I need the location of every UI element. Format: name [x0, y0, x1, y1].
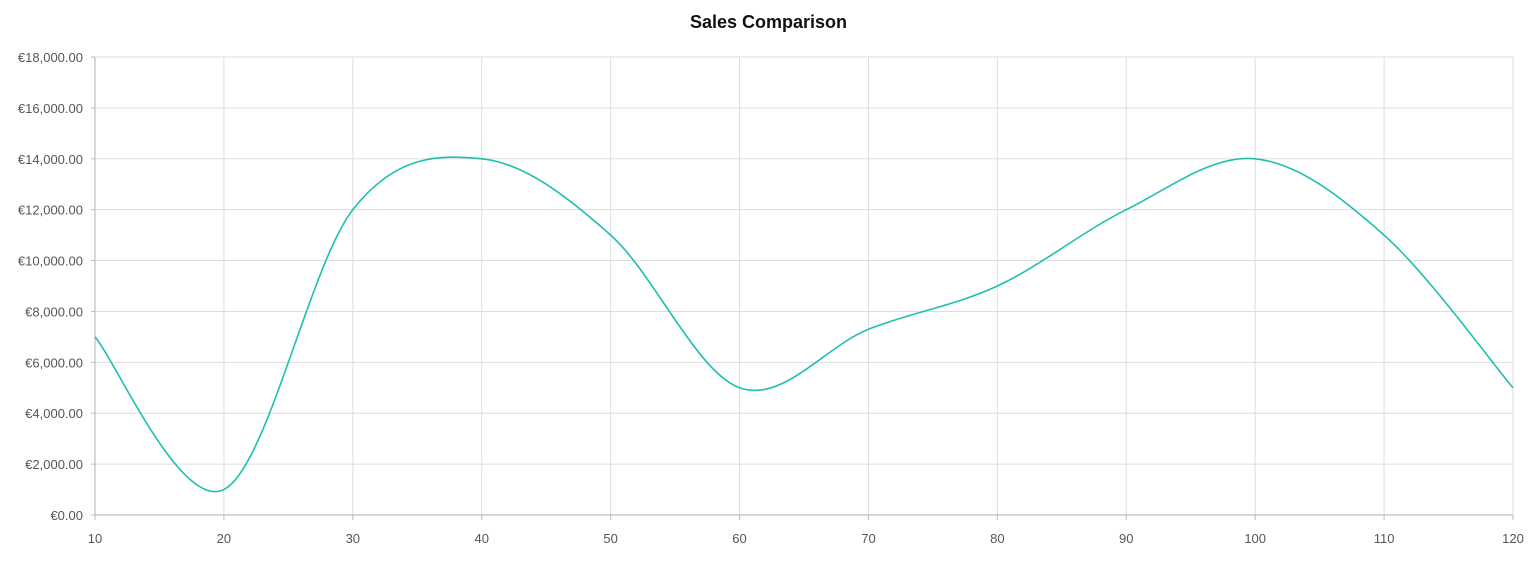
x-tick-label: 20 [217, 531, 231, 546]
axes [91, 56, 1514, 520]
y-tick-label: €4,000.00 [25, 406, 83, 421]
x-tick-label: 60 [732, 531, 746, 546]
x-tick-label: 40 [474, 531, 488, 546]
x-tick-label: 50 [603, 531, 617, 546]
x-tick-label: 80 [990, 531, 1004, 546]
y-tick-label: €0.00 [50, 508, 83, 523]
y-tick-label: €6,000.00 [25, 355, 83, 370]
series-layer [94, 156, 1514, 493]
y-tick-label: €8,000.00 [25, 304, 83, 319]
series-line [94, 156, 1514, 493]
tick-labels: €0.00 €2,000.00 €4,000.00 €6,000.00 €8,000.0… [18, 50, 1524, 546]
grid-lines [95, 56, 1514, 515]
y-tick-label: €2,000.00 [25, 457, 83, 472]
y-tick-label: €16,000.00 [18, 101, 83, 116]
x-tick-label: 100 [1244, 531, 1266, 546]
x-tick-label: 10 [88, 531, 102, 546]
x-tick-label: 30 [346, 531, 360, 546]
x-tick-label: 70 [861, 531, 875, 546]
y-tick-label: €14,000.00 [18, 152, 83, 167]
y-tick-label: €10,000.00 [18, 254, 83, 269]
x-tick-label: 120 [1502, 531, 1524, 546]
x-tick-label: 90 [1119, 531, 1133, 546]
y-tick-label: €18,000.00 [18, 50, 83, 65]
chart-title: Sales Comparison [689, 12, 848, 32]
x-tick-label: 110 [1374, 531, 1395, 546]
y-tick-label: €12,000.00 [18, 203, 83, 218]
